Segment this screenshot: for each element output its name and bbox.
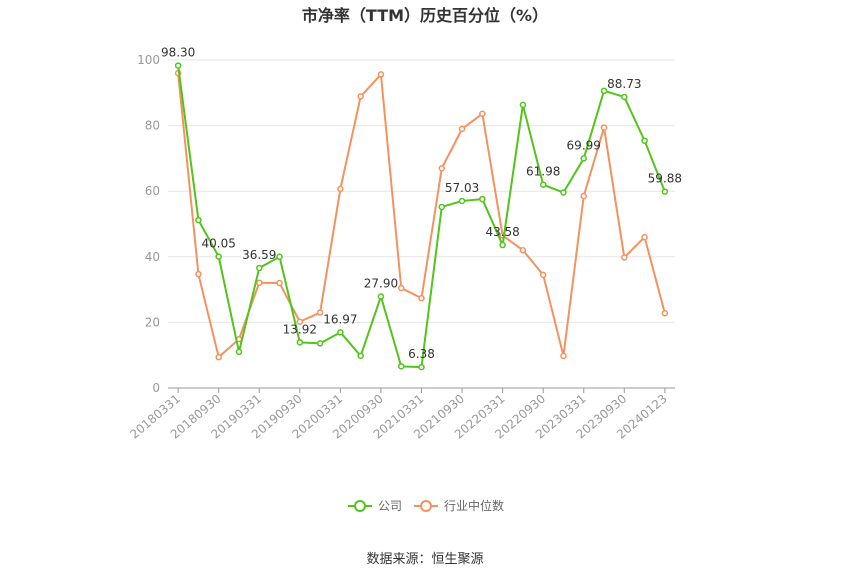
series-industry-median	[174, 69, 669, 361]
data-label: 98.30	[161, 46, 195, 60]
data-label: 6.38	[408, 347, 435, 361]
data-point-company	[458, 197, 466, 205]
series-line-company	[177, 65, 666, 369]
y-tick-label: 40	[145, 250, 160, 264]
data-point-industry	[357, 93, 364, 100]
data-source: 数据来源：恒生聚源	[366, 552, 483, 567]
data-point-company	[641, 137, 648, 144]
data-point-industry	[560, 352, 567, 360]
data-point-industry	[580, 192, 587, 200]
data-point-company	[580, 155, 587, 162]
data-point-company	[397, 363, 405, 370]
legend-item-industry[interactable]: 行业中位数	[414, 498, 504, 513]
data-point-industry	[316, 309, 324, 316]
data-point-company	[296, 339, 304, 346]
series-company	[174, 62, 669, 371]
chart-title: 市净率（TTM）历史百分位（%）	[302, 6, 548, 25]
data-point-industry	[276, 279, 283, 287]
y-tick-label: 60	[145, 184, 160, 198]
data-point-industry	[519, 246, 527, 254]
series-line-industry	[177, 73, 666, 359]
data-label: 36.59	[242, 248, 276, 262]
data-point-industry	[296, 318, 304, 325]
data-point-industry	[195, 270, 202, 278]
data-point-company	[235, 348, 243, 356]
data-point-company	[418, 363, 425, 371]
data-point-company	[438, 203, 446, 211]
data-point-company	[256, 264, 263, 272]
data-point-company	[600, 87, 608, 95]
y-tick-label: 0	[152, 381, 160, 395]
data-labels: 98.30 40.05 36.59 13.92 16.97 27.90 6.38 57.03 4…	[161, 46, 682, 361]
data-label: 16.97	[323, 312, 357, 326]
y-tick-label: 20	[145, 315, 160, 329]
data-point-industry	[397, 284, 405, 292]
legend-label-industry: 行业中位数	[444, 498, 504, 513]
data-point-industry	[337, 185, 344, 193]
data-point-company	[195, 216, 202, 224]
data-point-company	[377, 293, 385, 300]
data-point-company	[337, 329, 344, 336]
data-point-company	[276, 253, 283, 261]
legend-marker-company	[354, 500, 366, 512]
data-label: 43.58	[485, 225, 519, 239]
data-point-company	[560, 189, 567, 196]
data-label: 59.88	[648, 172, 682, 186]
data-point-industry	[377, 71, 385, 78]
data-point-industry	[458, 125, 466, 133]
data-point-industry	[661, 309, 669, 317]
data-point-company	[479, 195, 486, 203]
data-point-industry	[256, 279, 263, 286]
legend-label-company: 公司	[378, 499, 402, 513]
data-label: 27.90	[364, 276, 398, 290]
data-point-company	[499, 241, 506, 249]
data-point-company	[661, 188, 669, 195]
y-tick-label: 100	[137, 53, 160, 67]
data-point-company	[519, 101, 527, 109]
data-label: 13.92	[283, 322, 317, 336]
legend[interactable]: 公司 行业中位数	[348, 498, 504, 513]
data-point-industry	[438, 164, 446, 172]
data-point-industry	[539, 271, 547, 279]
x-axis: 2018033120180930201903312019093020200331…	[127, 387, 675, 442]
data-point-company	[316, 340, 324, 347]
data-label: 88.73	[607, 77, 641, 91]
data-point-industry	[600, 124, 608, 131]
data-point-industry	[621, 254, 628, 261]
legend-marker-industry	[420, 500, 432, 512]
data-label: 69.99	[567, 138, 601, 152]
data-label: 57.03	[445, 181, 479, 195]
data-point-industry	[479, 110, 486, 118]
grid-lines	[168, 59, 675, 323]
data-point-industry	[641, 233, 648, 241]
data-point-company	[215, 253, 222, 260]
legend-item-company[interactable]: 公司	[348, 499, 402, 513]
data-point-company	[174, 62, 182, 69]
data-label: 61.98	[526, 165, 560, 179]
y-axis: 0 20 40 60 80 100	[137, 53, 160, 395]
data-label: 40.05	[202, 237, 236, 251]
data-point-industry	[215, 353, 222, 361]
data-point-company	[539, 181, 547, 188]
data-point-company	[621, 93, 628, 101]
y-tick-label: 80	[145, 119, 160, 133]
data-point-industry	[418, 294, 425, 302]
data-point-company	[357, 352, 364, 360]
